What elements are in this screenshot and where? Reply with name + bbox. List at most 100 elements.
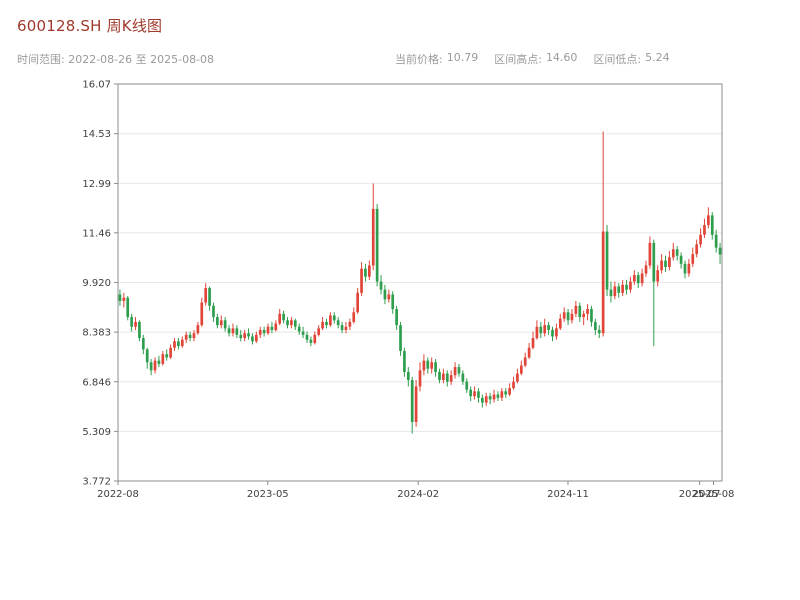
candle-body [332,315,336,321]
candle-body [274,323,278,330]
candle-body [566,312,570,321]
candle-body [586,309,589,314]
candle-body [118,294,122,301]
y-tick-label: 12.99 [82,179,111,190]
candle-body [473,391,476,397]
candle-body [149,362,153,371]
candle-body [375,208,379,282]
candle-body [371,208,375,266]
candle-body [235,328,239,335]
y-tick-label: 9.920 [82,278,111,289]
candle-body [325,321,328,326]
y-tick-label: 8.383 [82,328,111,339]
candle-body [691,254,695,264]
candle-body [605,231,609,290]
candle-body [153,360,157,371]
candle-body [644,265,648,274]
candle-body [340,325,344,330]
candle-body [453,367,457,376]
x-tick-label: 2024-11 [547,489,589,500]
candle-body [399,325,402,351]
candle-body [145,349,149,363]
candle-body [126,297,130,318]
candle-body [430,362,434,369]
candle-body [216,317,219,326]
candle-body [270,326,274,330]
x-tick-label: 2025-07 [679,489,721,500]
candle-body [239,334,243,339]
candle-body [173,341,176,348]
candle-body [422,360,426,371]
candle-body [531,338,535,348]
candle-body [718,247,722,255]
candle-body [582,313,586,318]
candle-body [286,320,289,326]
candle-body [547,325,550,330]
candle-body [130,317,133,327]
candle-body [707,215,710,226]
plot-border [117,83,723,482]
candle-body [383,289,387,300]
range-high-value: 14.60 [545,51,578,64]
y-tick-label: 6.846 [82,377,111,388]
candle-body [360,268,363,293]
candle-body [668,257,671,268]
candle-body [406,371,410,381]
candle-body [710,215,714,235]
candle-body [290,320,293,326]
candle-body [629,281,632,290]
candle-body [364,268,367,277]
range-high-label: 区间高点: [494,53,542,66]
candle-body [403,350,406,372]
candle-body [449,375,453,382]
candle-body [196,325,200,334]
candle-body [648,242,652,266]
candle-body [247,333,250,337]
candle-body [297,326,301,332]
candle-body [477,391,480,398]
range-low-value: 5.24 [645,51,670,64]
x-tick-label: 2022-08 [97,489,139,500]
candle-body [640,273,644,284]
candle-body [714,234,718,248]
y-tick-label: 16.07 [82,80,111,91]
candle-body [469,389,473,397]
page-title: 600128.SH 周K线图 [17,17,163,35]
candle-body [141,338,145,350]
candle-body [652,242,656,282]
x-tick-label: 2023-05 [247,489,289,500]
candle-body [169,347,172,358]
candle-body [219,320,223,326]
candle-body [157,360,161,364]
candle-body [551,329,554,337]
candle-body [504,391,508,395]
candle-body [138,321,141,339]
candle-body [488,396,492,400]
candle-body [457,367,461,374]
candle-body [601,231,605,334]
candle-body [578,305,582,318]
candle-body [313,334,317,343]
candle-body [512,381,515,389]
candle-body [262,329,266,334]
candle-body [200,302,204,326]
candle-body [309,339,313,343]
candle-body [438,371,441,381]
candle-body [192,333,196,339]
candle-body [699,234,702,245]
candle-body [180,339,184,347]
candle-body [664,260,667,268]
x-tick-label: 2024-02 [397,489,439,500]
candle-body [539,326,543,334]
candle-body [188,334,192,339]
candle-body [208,288,211,306]
candle-body [282,313,285,321]
candle-body [266,326,270,334]
candle-body [613,286,617,297]
candle-body [379,281,383,290]
candle-body [329,315,332,326]
candle-body [336,320,340,326]
candle-body [660,260,663,271]
y-tick-label: 14.53 [82,129,111,140]
